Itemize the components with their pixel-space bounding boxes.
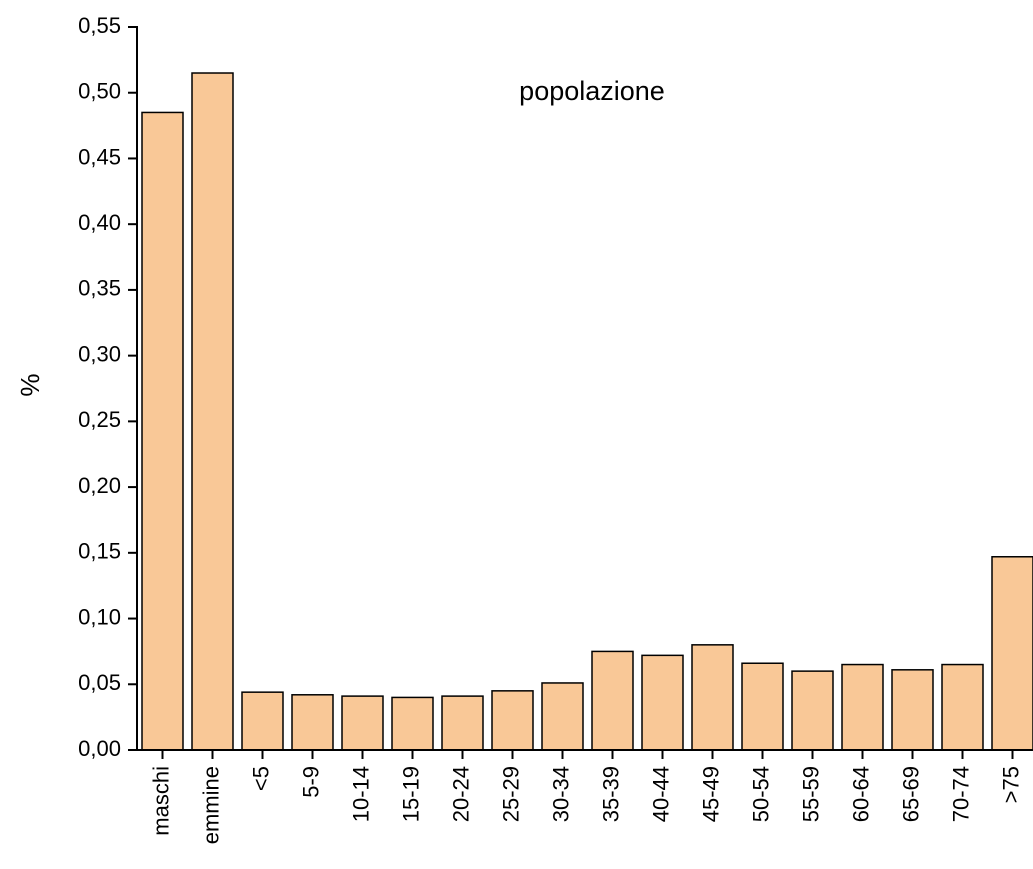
bar xyxy=(191,72,234,751)
y-tick-label: 0,30 xyxy=(78,341,121,366)
bar xyxy=(991,556,1033,751)
y-tick-label: 0,35 xyxy=(78,276,121,301)
bar xyxy=(741,662,784,751)
x-tick-label: 5-9 xyxy=(298,766,323,798)
y-axis-label: % xyxy=(15,373,45,396)
x-tick-label: 15-19 xyxy=(398,766,423,822)
bar xyxy=(691,644,734,751)
y-tick-label: 0,55 xyxy=(78,13,121,38)
x-tick-label: 25-29 xyxy=(498,766,523,822)
bar xyxy=(591,650,634,751)
x-tick-label: 45-49 xyxy=(698,766,723,822)
x-tick-label: 60-64 xyxy=(848,766,873,822)
x-tick-label: 10-14 xyxy=(348,766,373,822)
y-tick-label: 0,00 xyxy=(78,736,121,761)
x-tick-label: 30-34 xyxy=(548,766,573,822)
x-tick-label: 40-44 xyxy=(648,766,673,822)
bar xyxy=(891,669,934,751)
y-tick-label: 0,25 xyxy=(78,407,121,432)
x-tick-label: 20-24 xyxy=(448,766,473,822)
bar xyxy=(841,663,884,751)
bar xyxy=(491,690,534,751)
bar xyxy=(641,654,684,751)
y-tick-label: 0,50 xyxy=(78,79,121,104)
annotation: popolazione xyxy=(519,76,665,106)
x-tick-label: 55-59 xyxy=(798,766,823,822)
x-tick-label: 35-39 xyxy=(598,766,623,822)
bar xyxy=(941,663,984,751)
x-tick-label: 70-74 xyxy=(948,766,973,822)
bar xyxy=(791,670,834,751)
bar xyxy=(391,696,434,751)
bar xyxy=(441,695,484,751)
y-tick-label: 0,10 xyxy=(78,604,121,629)
bar xyxy=(341,695,384,751)
x-tick-label: <5 xyxy=(248,766,273,791)
y-tick-label: 0,40 xyxy=(78,210,121,235)
bar xyxy=(141,111,184,751)
x-tick-label: 65-69 xyxy=(898,766,923,822)
y-tick-label: 0,45 xyxy=(78,144,121,169)
bar xyxy=(241,691,284,751)
bar xyxy=(541,682,584,751)
bar xyxy=(291,694,334,751)
x-tick-label: maschi xyxy=(148,766,173,836)
y-tick-label: 0,05 xyxy=(78,670,121,695)
x-tick-label: emmine xyxy=(198,766,223,844)
x-tick-label: >75 xyxy=(998,766,1023,803)
y-tick-label: 0,20 xyxy=(78,473,121,498)
x-tick-label: 50-54 xyxy=(748,766,773,822)
y-tick-label: 0,15 xyxy=(78,539,121,564)
